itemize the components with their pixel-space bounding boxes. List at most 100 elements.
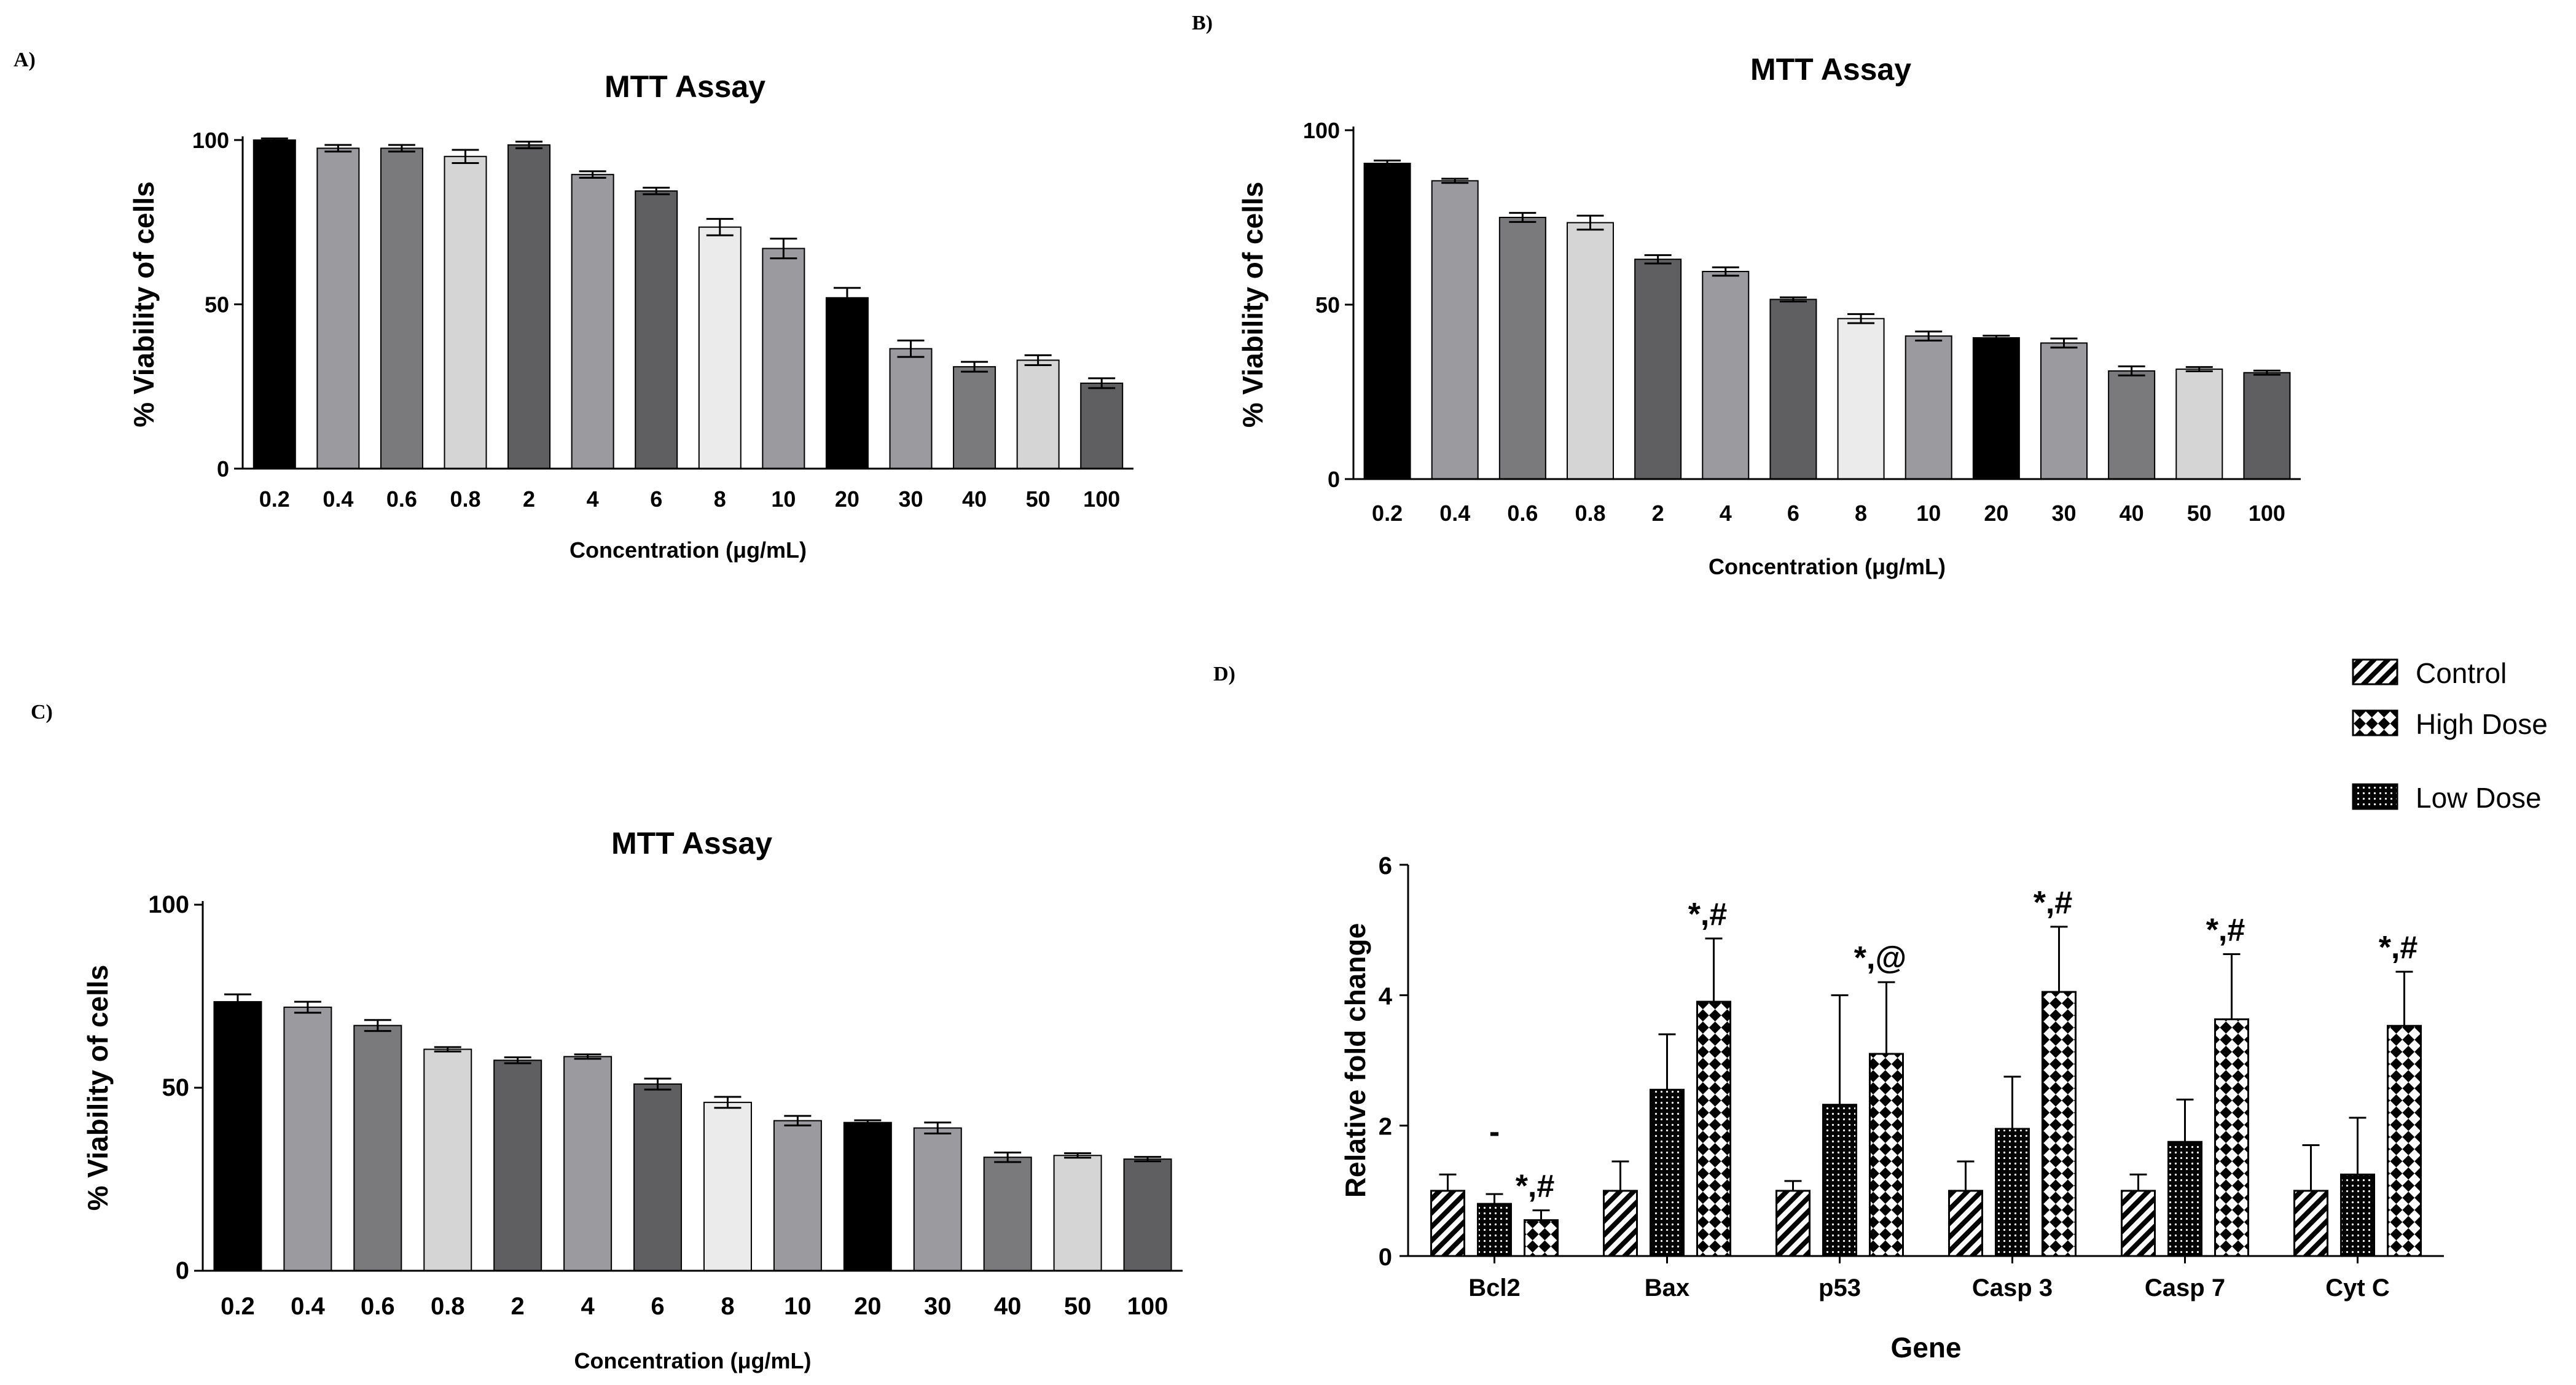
y-tick-label: 0: [176, 1257, 189, 1284]
x-tick-label: 8: [721, 1293, 734, 1320]
chart-title: MTT Assay: [611, 826, 772, 860]
x-axis-title: Concentration (μg/mL): [1709, 554, 1946, 579]
bar-2: [493, 1059, 542, 1272]
y-tick-label: 4: [1379, 983, 1393, 1010]
x-tick-label: 100: [1083, 486, 1120, 512]
x-tick-label: Bcl2: [1468, 1274, 1521, 1301]
bar-0.4: [316, 147, 360, 469]
bar-40: [2108, 370, 2156, 480]
bar-50: [2175, 369, 2223, 480]
bar-8: [1837, 318, 1885, 480]
y-tick-label: 100: [1303, 118, 1340, 143]
y-tick-label: 50: [1315, 292, 1340, 318]
x-tick-label: 0.8: [1575, 501, 1605, 526]
x-tick-label: 10: [1916, 501, 1941, 526]
bar-control: [1948, 1190, 1983, 1257]
bar-8: [703, 1101, 752, 1271]
x-axis-title: Gene: [1890, 1332, 1961, 1364]
bar-0.8: [444, 155, 487, 469]
bar-50: [1016, 359, 1060, 470]
x-axis-title: Concentration (μg/mL): [574, 1348, 812, 1373]
y-axis-title: % Viability of cells: [128, 181, 160, 427]
bar-10: [773, 1120, 822, 1272]
y-tick-label: 6: [1379, 852, 1392, 880]
x-tick-label: 100: [1127, 1293, 1169, 1320]
x-tick-label: 0.4: [1439, 501, 1470, 526]
bar-control: [2121, 1190, 2156, 1257]
x-tick-label: 6: [1787, 501, 1799, 526]
bar-2: [507, 144, 551, 469]
x-tick-label: 2: [523, 486, 535, 512]
x-tick-label: 40: [994, 1293, 1022, 1320]
x-tick-label: 0.2: [221, 1293, 255, 1320]
x-tick-label: 0.8: [431, 1293, 465, 1320]
bar-30: [913, 1127, 962, 1272]
bar-0.2: [1363, 162, 1411, 480]
legend-swatch-control: [2352, 658, 2398, 685]
bar-0.2: [213, 1001, 262, 1271]
panel-c-chart: C) MTT Assay 0.2 0.4 0.6 0.8 2 4 6 8 10 20 30 40 50 100…: [31, 701, 1183, 1373]
x-tick-label: 10: [771, 486, 796, 512]
x-tick-label: 0.8: [450, 486, 480, 512]
bar-6: [635, 190, 678, 469]
x-tick-label: 6: [650, 486, 662, 512]
bar-low-dose: [1822, 1104, 1857, 1257]
legend-label: Control: [2416, 657, 2507, 689]
y-tick-label: 50: [205, 292, 229, 318]
panel-a-chart: A) MTT Assay 0.2 0.4 0.6 0.8 2 4 6 8 10 20 30 40 50 100…: [14, 49, 1133, 563]
x-tick-label: 30: [898, 486, 923, 512]
panel-label: B): [1192, 12, 1213, 34]
bar-0.6: [353, 1024, 402, 1272]
bar-6: [1769, 298, 1817, 480]
legend-label: High Dose: [2416, 708, 2548, 740]
y-axis-title: Relative fold change: [1339, 923, 1371, 1198]
bar-low-dose: [1995, 1128, 2030, 1257]
x-tick-label: 4: [587, 486, 599, 512]
bar-control: [2293, 1190, 2328, 1257]
bar-6: [633, 1083, 683, 1272]
bar-40: [983, 1157, 1032, 1271]
y-tick-label: 100: [148, 891, 189, 918]
x-tick-label: p53: [1818, 1274, 1861, 1301]
y-tick-label: 100: [192, 128, 229, 153]
bar-high-dose: [1869, 1053, 1904, 1257]
x-tick-label: 4: [1720, 501, 1732, 526]
significance-annotation: *,#: [1688, 897, 1728, 932]
bar-high-dose: [1524, 1219, 1559, 1257]
bar-low-dose: [2167, 1141, 2202, 1257]
x-tick-label: 8: [714, 486, 726, 512]
bar-4: [1702, 271, 1750, 480]
significance-annotation: *,#: [1516, 1169, 1555, 1204]
legend-swatch-low-dose: [2352, 783, 2398, 810]
bar-100: [1080, 382, 1124, 470]
x-tick-label: Cyt C: [2325, 1274, 2389, 1301]
bar-20: [843, 1122, 892, 1271]
x-tick-label: 0.6: [386, 486, 417, 512]
bar-0.6: [1498, 217, 1546, 480]
bar-100: [2243, 372, 2291, 480]
y-tick-label: 0: [1379, 1244, 1392, 1271]
panel-b-chart: B) MTT Assay 0.2 0.4 0.6 0.8 2 4 6 8 10 20 30 40 50 100…: [1192, 12, 2301, 579]
bar-40: [953, 366, 996, 470]
panel-label: C): [31, 701, 53, 724]
x-tick-label: Casp 3: [1972, 1274, 2053, 1301]
bar-high-dose: [2214, 1018, 2249, 1257]
y-axis-title: % Viability of cells: [1237, 182, 1269, 428]
x-tick-label: Casp 7: [2145, 1274, 2225, 1301]
bar-2: [1634, 259, 1682, 480]
x-tick-label: Bax: [1645, 1274, 1689, 1301]
panel-label: D): [1213, 663, 1235, 685]
chart-title: MTT Assay: [605, 69, 765, 104]
bar-50: [1053, 1155, 1102, 1272]
bar-0.4: [283, 1006, 332, 1271]
bar-100: [1123, 1158, 1172, 1271]
significance-annotation: *,#: [2206, 912, 2245, 948]
y-tick-label: 0: [1328, 467, 1340, 492]
x-tick-label: 8: [1855, 501, 1867, 526]
x-tick-label: 30: [924, 1293, 952, 1320]
bar-0.8: [1567, 222, 1614, 480]
bar-0.6: [380, 147, 423, 469]
bar-0.4: [1431, 180, 1479, 480]
y-tick-label: 0: [217, 456, 229, 482]
chart-title: MTT Assay: [1750, 52, 1911, 87]
